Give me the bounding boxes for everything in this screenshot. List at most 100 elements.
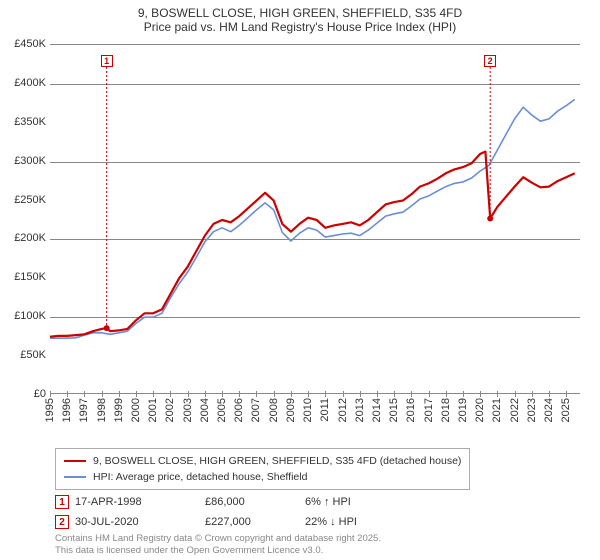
xtick-label: 2022 [509,398,521,422]
xtick-label: 2011 [319,398,331,422]
xtick-label: 2010 [302,398,314,422]
series-price_paid [50,152,575,337]
ytick-label: £100K [0,310,46,322]
ytick-label: £150K [0,271,46,283]
xtick-mark [325,391,326,397]
xtick-label: 2020 [474,398,486,422]
ytick-label: £0 [0,388,46,400]
sales-table: 1 17-APR-1998 £86,000 6% ↑ HPI 2 30-JUL-… [55,492,405,532]
xtick-mark [205,391,206,397]
xtick-label: 2002 [164,398,176,422]
sale-marker-2-icon: 2 [55,515,69,529]
ytick-label: £250K [0,194,46,206]
xtick-mark [308,391,309,397]
xtick-label: 2009 [285,398,297,422]
sale-2-diff: 22% ↓ HPI [305,516,405,528]
xtick-label: 1999 [113,398,125,422]
xtick-mark [463,391,464,397]
sale-marker-on-chart: 1 [101,55,113,67]
ytick-label: £300K [0,155,46,167]
xtick-label: 1996 [61,398,73,422]
y-axis: £0£50K£100K£150K£200K£250K£300K£350K£400… [0,44,50,394]
xtick-label: 1997 [78,398,90,422]
sale-1-price: £86,000 [205,496,305,508]
xtick-mark [394,391,395,397]
xtick-mark [291,391,292,397]
title-line2: Price paid vs. HM Land Registry's House … [10,20,590,34]
legend-label-2: HPI: Average price, detached house, Shef… [93,471,307,483]
xtick-label: 2021 [491,398,503,422]
legend-row-hpi: HPI: Average price, detached house, Shef… [64,469,461,485]
sale-row-1: 1 17-APR-1998 £86,000 6% ↑ HPI [55,492,405,512]
xtick-mark [532,391,533,397]
chart-title: 9, BOSWELL CLOSE, HIGH GREEN, SHEFFIELD,… [0,0,600,36]
sale-point-icon [104,325,110,331]
xtick-label: 2023 [526,398,538,422]
ytick-label: £400K [0,77,46,89]
xtick-mark [480,391,481,397]
xtick-label: 2001 [147,398,159,422]
xtick-mark [256,391,257,397]
legend-row-price-paid: 9, BOSWELL CLOSE, HIGH GREEN, SHEFFIELD,… [64,453,461,469]
xtick-label: 2025 [560,398,572,422]
plot-area: 12 [50,44,580,394]
xtick-mark [119,391,120,397]
ytick-label: £200K [0,232,46,244]
xtick-label: 2018 [440,398,452,422]
footer-line1: Contains HM Land Registry data © Crown c… [55,533,381,544]
xtick-label: 2019 [457,398,469,422]
xtick-label: 2000 [130,398,142,422]
xtick-label: 1995 [44,398,56,422]
sale-row-2: 2 30-JUL-2020 £227,000 22% ↓ HPI [55,512,405,532]
xtick-mark [274,391,275,397]
xtick-mark [188,391,189,397]
ytick-label: £50K [0,349,46,361]
xtick-mark [136,391,137,397]
footer-line2: This data is licensed under the Open Gov… [55,545,381,556]
xtick-mark [84,391,85,397]
xtick-label: 2016 [405,398,417,422]
xtick-mark [549,391,550,397]
xtick-mark [446,391,447,397]
xtick-label: 2003 [182,398,194,422]
legend-swatch-2 [64,476,86,478]
xtick-mark [153,391,154,397]
xtick-label: 2008 [268,398,280,422]
xtick-label: 1998 [96,398,108,422]
xtick-mark [170,391,171,397]
xtick-mark [222,391,223,397]
xtick-label: 2005 [216,398,228,422]
ytick-label: £350K [0,116,46,128]
xtick-mark [67,391,68,397]
sale-marker-1-icon: 1 [55,495,69,509]
xtick-label: 2024 [543,398,555,422]
xtick-mark [50,391,51,397]
xtick-label: 2004 [199,398,211,422]
xtick-mark [411,391,412,397]
xtick-mark [360,391,361,397]
xtick-label: 2007 [250,398,262,422]
xtick-mark [566,391,567,397]
xtick-mark [497,391,498,397]
xtick-mark [429,391,430,397]
chart-container: 9, BOSWELL CLOSE, HIGH GREEN, SHEFFIELD,… [0,0,600,560]
xtick-mark [239,391,240,397]
xtick-mark [343,391,344,397]
xtick-mark [515,391,516,397]
xtick-label: 2017 [423,398,435,422]
xtick-mark [377,391,378,397]
xtick-label: 2015 [388,398,400,422]
plot-svg [50,45,580,395]
sale-point-icon [487,215,493,221]
sale-1-diff: 6% ↑ HPI [305,496,405,508]
xtick-label: 2013 [354,398,366,422]
ytick-label: £450K [0,38,46,50]
legend-label-1: 9, BOSWELL CLOSE, HIGH GREEN, SHEFFIELD,… [93,455,461,467]
xtick-label: 2012 [337,398,349,422]
sale-1-date: 17-APR-1998 [75,496,205,508]
x-axis: 1995199619971998199920002001200220032004… [50,394,580,454]
sale-marker-on-chart: 2 [484,55,496,67]
xtick-mark [102,391,103,397]
legend: 9, BOSWELL CLOSE, HIGH GREEN, SHEFFIELD,… [55,448,470,490]
footer-attribution: Contains HM Land Registry data © Crown c… [55,533,381,556]
